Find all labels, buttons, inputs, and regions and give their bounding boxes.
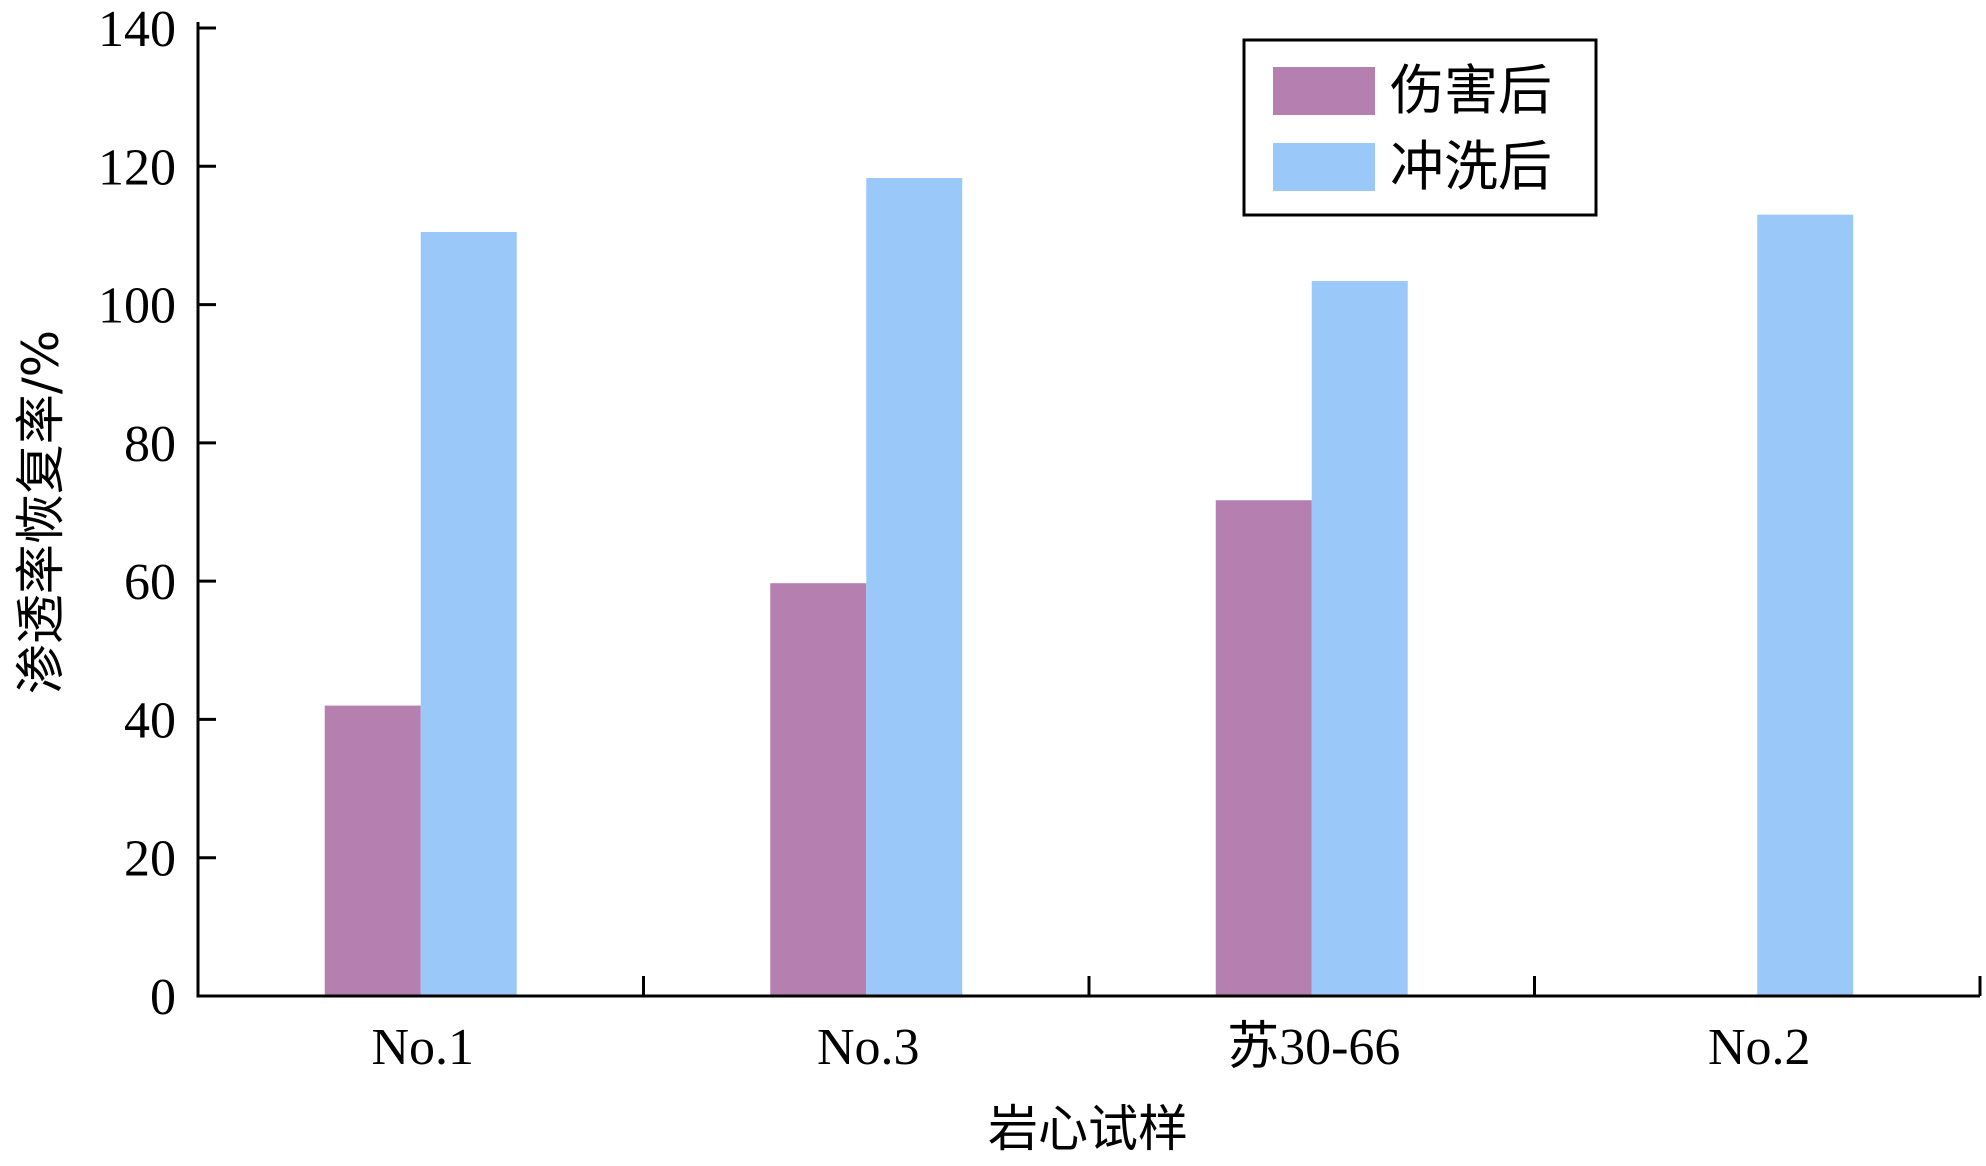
bar-flush-2 [866, 178, 963, 997]
y-tick-label-20: 20 [124, 831, 176, 888]
axes-group: 0 20 40 60 80 100 120 140 No.1 No.3 苏30-66 No.2 [98, 1, 1982, 1076]
x-tick-label-1: No.1 [371, 1019, 474, 1076]
bars-group [324, 178, 1854, 997]
legend-label-2: 冲洗后 [1390, 135, 1552, 198]
y-tick-label-100: 100 [98, 278, 176, 335]
y-tick-label-80: 80 [124, 416, 176, 473]
x-tick-label-3: 苏30-66 [1227, 1019, 1400, 1076]
y-tick-label-120: 120 [98, 139, 176, 196]
y-tick-label-60: 60 [124, 554, 176, 611]
bar-damage-1 [324, 705, 421, 996]
y-tick-label-40: 40 [124, 692, 176, 749]
y-tick-label-0: 0 [150, 969, 176, 1026]
y-axis-title: 渗透率恢复率/% [12, 330, 70, 694]
bar-damage-2 [770, 583, 867, 996]
bar-flush-4 [1757, 214, 1854, 996]
x-tick-label-4: No.2 [1708, 1019, 1811, 1076]
x-axis-title: 岩心试样 [988, 1100, 1188, 1158]
x-tick-label-2: No.3 [817, 1019, 920, 1076]
legend-label-1: 伤害后 [1390, 59, 1552, 122]
legend-swatch-2 [1273, 143, 1375, 191]
bar-flush-3 [1311, 281, 1408, 996]
bar-damage-3 [1215, 500, 1312, 996]
legend-swatch-1 [1273, 67, 1375, 115]
bar-flush-1 [420, 231, 517, 996]
y-tick-label-140: 140 [98, 1, 176, 58]
